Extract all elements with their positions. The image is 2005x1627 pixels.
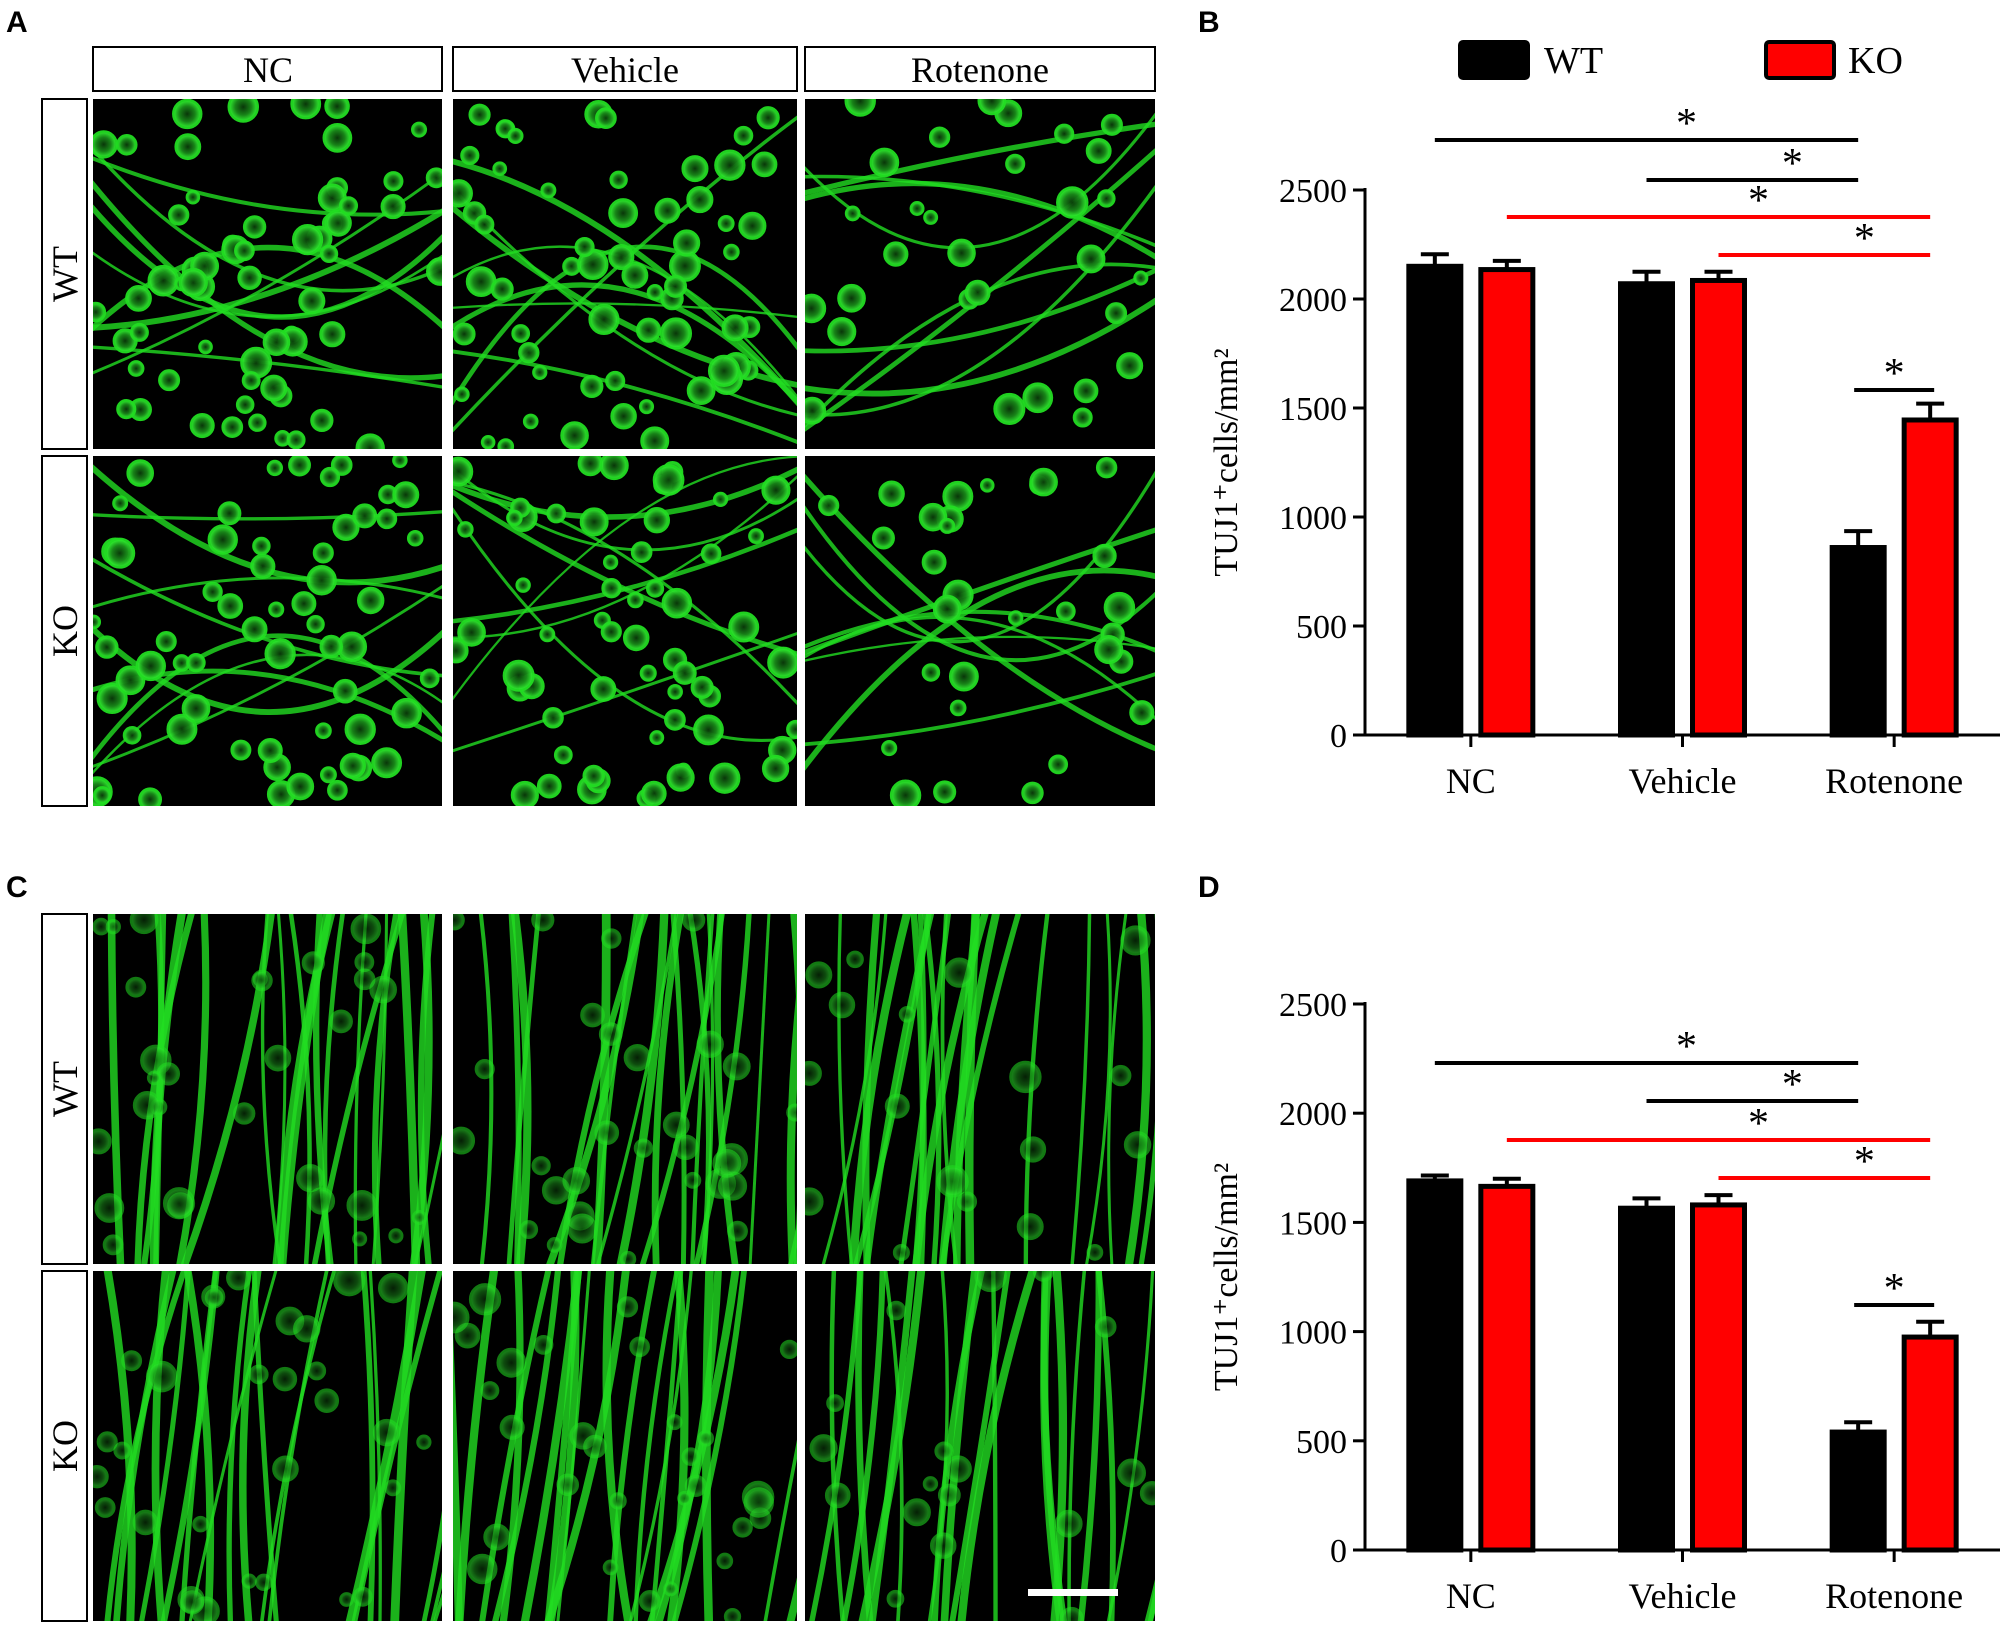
- significance-star: *: [1748, 1101, 1769, 1147]
- bar-wt: [1406, 1178, 1464, 1553]
- chart-b: 0 500 1000 1500 2000 2500 TUJ1⁺cells/mm² NC Vehi…: [1208, 101, 2000, 801]
- significance-star: *: [1782, 141, 1803, 187]
- bar-wt: [1829, 545, 1887, 738]
- row-label-ko-a: KO: [45, 605, 85, 657]
- y-tick-label: 500: [1296, 609, 1347, 646]
- column-header-nc: NC: [243, 50, 293, 90]
- significance-star: *: [1676, 101, 1697, 147]
- bar-ko: [1690, 1202, 1747, 1553]
- significance-star: *: [1854, 1139, 1875, 1185]
- panel-letter-a: A: [6, 6, 28, 39]
- y-tick-label: 2000: [1279, 282, 1347, 319]
- row-label-wt-a: WT: [45, 246, 85, 302]
- bar-wt: [1618, 1205, 1675, 1553]
- y-tick-label: 0: [1330, 718, 1347, 755]
- x-tick-label: NC: [1446, 761, 1496, 801]
- y-axis-label: TUJ1⁺cells/mm²: [1208, 348, 1245, 576]
- micrograph-tile: [805, 99, 1155, 449]
- y-axis-label: TUJ1⁺cells/mm²: [1208, 1163, 1245, 1391]
- y-tick-label: 2500: [1279, 987, 1347, 1024]
- row-label-wt-c: WT: [45, 1061, 85, 1117]
- chart-d: 0 500 1000 1500 2000 2500 TUJ1⁺cells/mm² NC Vehi…: [1208, 987, 2000, 1616]
- x-tick-label: NC: [1446, 1576, 1496, 1616]
- micrograph-tile: [453, 1271, 797, 1621]
- bar-ko: [1901, 1334, 1959, 1553]
- bar-wt: [1829, 1429, 1887, 1553]
- bar-ko: [1478, 267, 1536, 738]
- micrograph-tile: [93, 1271, 442, 1621]
- column-header-rotenone: Rotenone: [911, 50, 1049, 90]
- x-tick-label: Vehicle: [1629, 1576, 1737, 1616]
- x-tick-label: Rotenone: [1825, 761, 1963, 801]
- bar-ko: [1690, 277, 1747, 738]
- micrograph-tile: [805, 456, 1155, 806]
- bar-wt: [1406, 263, 1464, 738]
- x-tick-label: Rotenone: [1825, 1576, 1963, 1616]
- legend: WT KO: [1458, 40, 1903, 82]
- y-tick-label: 1500: [1279, 1205, 1347, 1242]
- micrograph-tile: [805, 1271, 1155, 1621]
- significance-star: *: [1748, 178, 1769, 224]
- y-tick-label: 2500: [1279, 173, 1347, 210]
- y-tick-label: 500: [1296, 1424, 1347, 1461]
- panel-letter-c: C: [6, 871, 28, 904]
- micrograph-tile: [93, 456, 442, 806]
- significance-star: *: [1676, 1024, 1697, 1070]
- significance-star: *: [1884, 1266, 1905, 1312]
- scale-bar: [1028, 1589, 1118, 1596]
- legend-wt-swatch: [1458, 40, 1530, 80]
- bar-wt: [1618, 281, 1675, 738]
- row-label-ko-c: KO: [45, 1420, 85, 1472]
- significance-star: *: [1854, 216, 1875, 262]
- bar-ko: [1901, 417, 1959, 738]
- y-tick-label: 0: [1330, 1533, 1347, 1570]
- legend-ko-swatch: [1764, 40, 1836, 80]
- micrograph-tile: [453, 99, 797, 449]
- column-header-vehicle: Vehicle: [571, 50, 679, 90]
- y-tick-label: 1500: [1279, 391, 1347, 428]
- panel-letter-b: B: [1198, 6, 1220, 39]
- micrograph-tile: [453, 914, 797, 1264]
- micrograph-grid: [93, 99, 1155, 1621]
- legend-wt-label: WT: [1544, 40, 1603, 82]
- legend-ko-label: KO: [1848, 40, 1903, 82]
- bar-ko: [1478, 1183, 1536, 1553]
- micrograph-tile: [805, 914, 1155, 1264]
- column-headers: NC Vehicle Rotenone: [92, 46, 1156, 92]
- row-labels-c: WT KO: [41, 913, 88, 1622]
- row-labels-a: WT KO: [41, 98, 88, 807]
- significance-star: *: [1782, 1062, 1803, 1108]
- micrograph-tile: [453, 456, 797, 806]
- y-tick-label: 1000: [1279, 1315, 1347, 1352]
- panel-letter-d: D: [1198, 871, 1220, 904]
- x-tick-label: Vehicle: [1629, 761, 1737, 801]
- micrograph-tile: [93, 99, 442, 449]
- micrograph-tile: [93, 914, 442, 1264]
- significance-star: *: [1884, 351, 1905, 397]
- y-tick-label: 2000: [1279, 1096, 1347, 1133]
- y-tick-label: 1000: [1279, 500, 1347, 537]
